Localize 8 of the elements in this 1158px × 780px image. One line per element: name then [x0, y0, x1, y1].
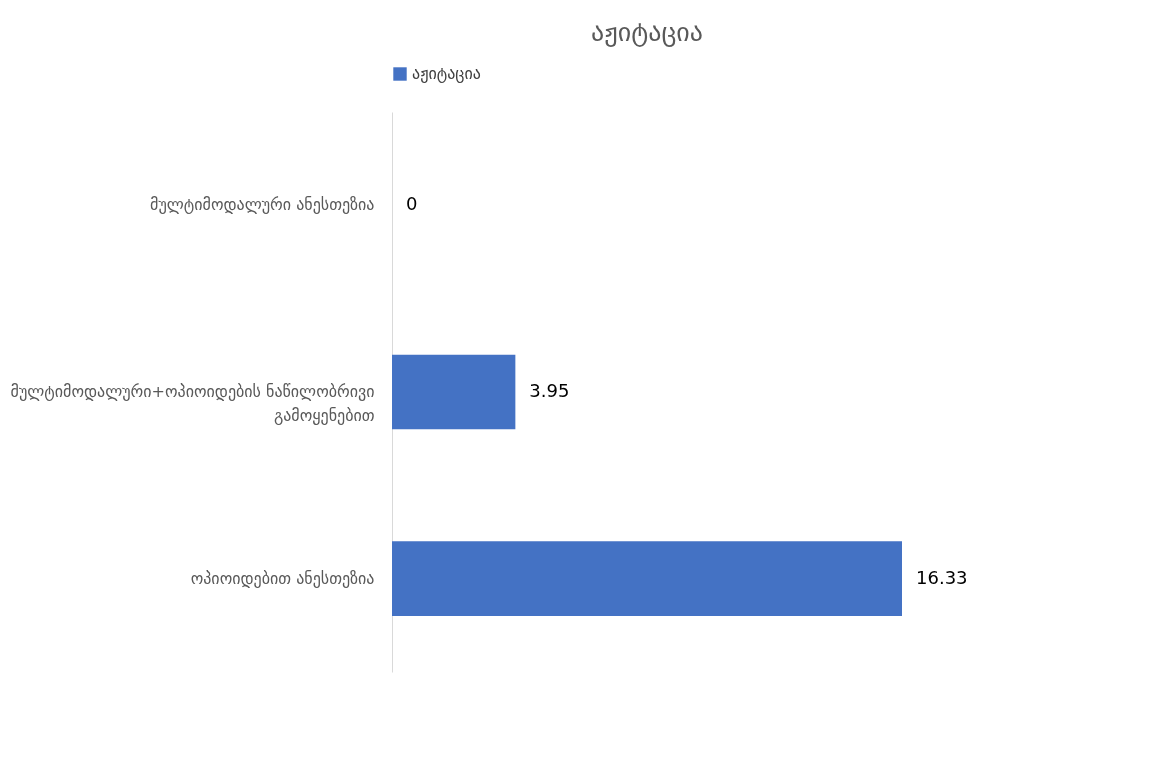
data-label: 0 — [406, 193, 418, 215]
data-label: 16.33 — [916, 566, 968, 588]
y-tick-label: ოპიოიდებით ანესთეზია — [190, 568, 375, 588]
legend-label: აჟიტაცია — [412, 64, 481, 83]
data-label: 3.95 — [529, 380, 570, 401]
y-tick-label: მულტიმოდალური ანესთეზია — [150, 195, 375, 215]
chart-title: აჟიტაცია — [591, 17, 703, 47]
y-tick-label: მულტიმოდალური+ოპიოიდების ნაწილობრივი გამოყენებით — [10, 382, 375, 425]
